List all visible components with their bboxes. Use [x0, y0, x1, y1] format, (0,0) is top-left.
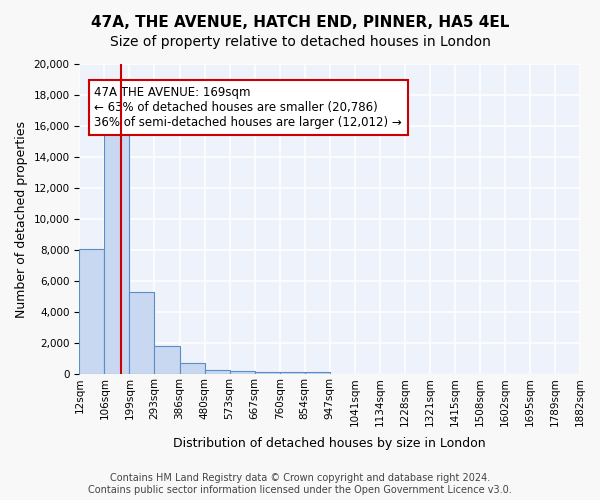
Text: Contains HM Land Registry data © Crown copyright and database right 2024.
Contai: Contains HM Land Registry data © Crown c…	[88, 474, 512, 495]
Y-axis label: Number of detached properties: Number of detached properties	[15, 120, 28, 318]
Bar	[104, 118, 130, 374]
Bar	[305, 372, 330, 374]
X-axis label: Distribution of detached houses by size in London: Distribution of detached houses by size …	[173, 437, 486, 450]
Text: Size of property relative to detached houses in London: Size of property relative to detached ho…	[110, 35, 490, 49]
Bar	[130, 292, 154, 374]
Bar	[179, 364, 205, 374]
Bar	[79, 248, 104, 374]
Bar	[154, 346, 179, 374]
Bar	[254, 372, 280, 374]
Bar	[205, 370, 230, 374]
Bar	[280, 372, 305, 374]
Text: 47A, THE AVENUE, HATCH END, PINNER, HA5 4EL: 47A, THE AVENUE, HATCH END, PINNER, HA5 …	[91, 15, 509, 30]
Text: 47A THE AVENUE: 169sqm
← 63% of detached houses are smaller (20,786)
36% of semi: 47A THE AVENUE: 169sqm ← 63% of detached…	[94, 86, 402, 128]
Bar	[230, 372, 254, 374]
